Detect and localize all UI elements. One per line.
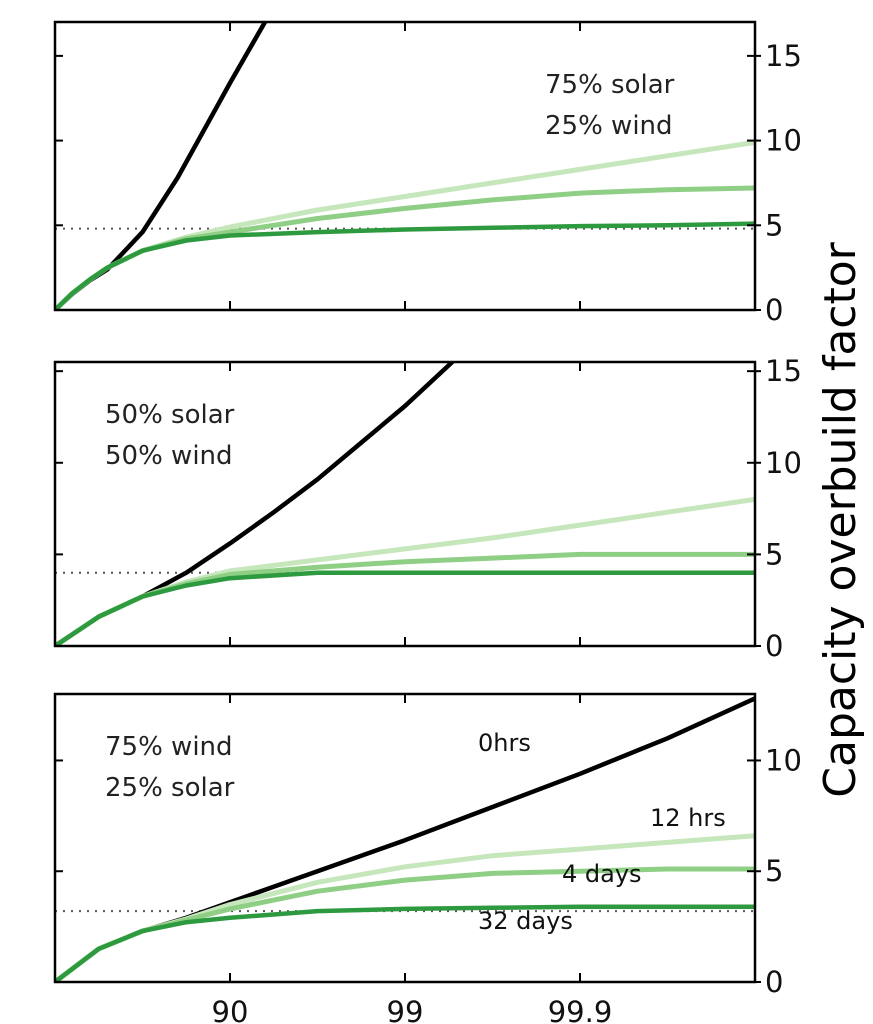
series-label-4days: 4 days	[562, 860, 642, 888]
y-tick-label: 10	[765, 446, 802, 480]
panel-middle: 0 5 10 15 50% solar 50% wind	[53, 354, 802, 663]
series-line-4days	[55, 551, 755, 646]
y-tick-label: 5	[765, 537, 783, 571]
x-tick-label: 90	[212, 995, 249, 1024]
y-tick-label: 10	[765, 743, 802, 777]
series-line-32days	[55, 904, 755, 982]
y-tick-label: 0	[765, 629, 783, 663]
y-axis-label: Capacity overbuild factor	[815, 241, 866, 797]
series-line-0hrs	[55, 22, 268, 310]
x-tick-label: 99.9	[548, 995, 613, 1024]
panel-bottom: 0 5 10 90 99 99.9 75% wind 25% solar 0hrs 12 hrs 4…	[53, 692, 802, 1024]
y-tick-label: 10	[765, 124, 802, 158]
x-tick-label: 99	[387, 995, 424, 1024]
series-line-32days	[55, 570, 755, 646]
series-group	[55, 22, 755, 310]
series-group	[55, 362, 755, 646]
panel-annotation: 75% wind	[105, 732, 233, 762]
y-tick-label: 5	[765, 854, 783, 888]
panel-annotation: 50% solar	[105, 400, 235, 430]
y-tick-label: 0	[765, 965, 783, 999]
series-line-32days	[55, 221, 755, 310]
y-tick-label: 15	[765, 39, 802, 73]
series-group	[55, 696, 755, 982]
plot-frame	[53, 20, 757, 312]
series-label-32days: 32 days	[478, 907, 573, 935]
series-label-12hrs: 12 hrs	[650, 804, 726, 832]
panel-annotation: 50% wind	[105, 441, 233, 471]
y-tick-label: 0	[765, 293, 783, 327]
y-tick-label: 5	[765, 208, 783, 242]
panel-annotation: 25% wind	[545, 111, 673, 141]
panel-top: 0 5 10 15 75% solar 25% wind	[53, 20, 802, 327]
panel-annotation: 75% solar	[545, 70, 675, 100]
panel-annotation: 25% solar	[105, 773, 235, 803]
series-label-0hrs: 0hrs	[478, 729, 531, 757]
y-tick-label: 15	[765, 354, 802, 388]
